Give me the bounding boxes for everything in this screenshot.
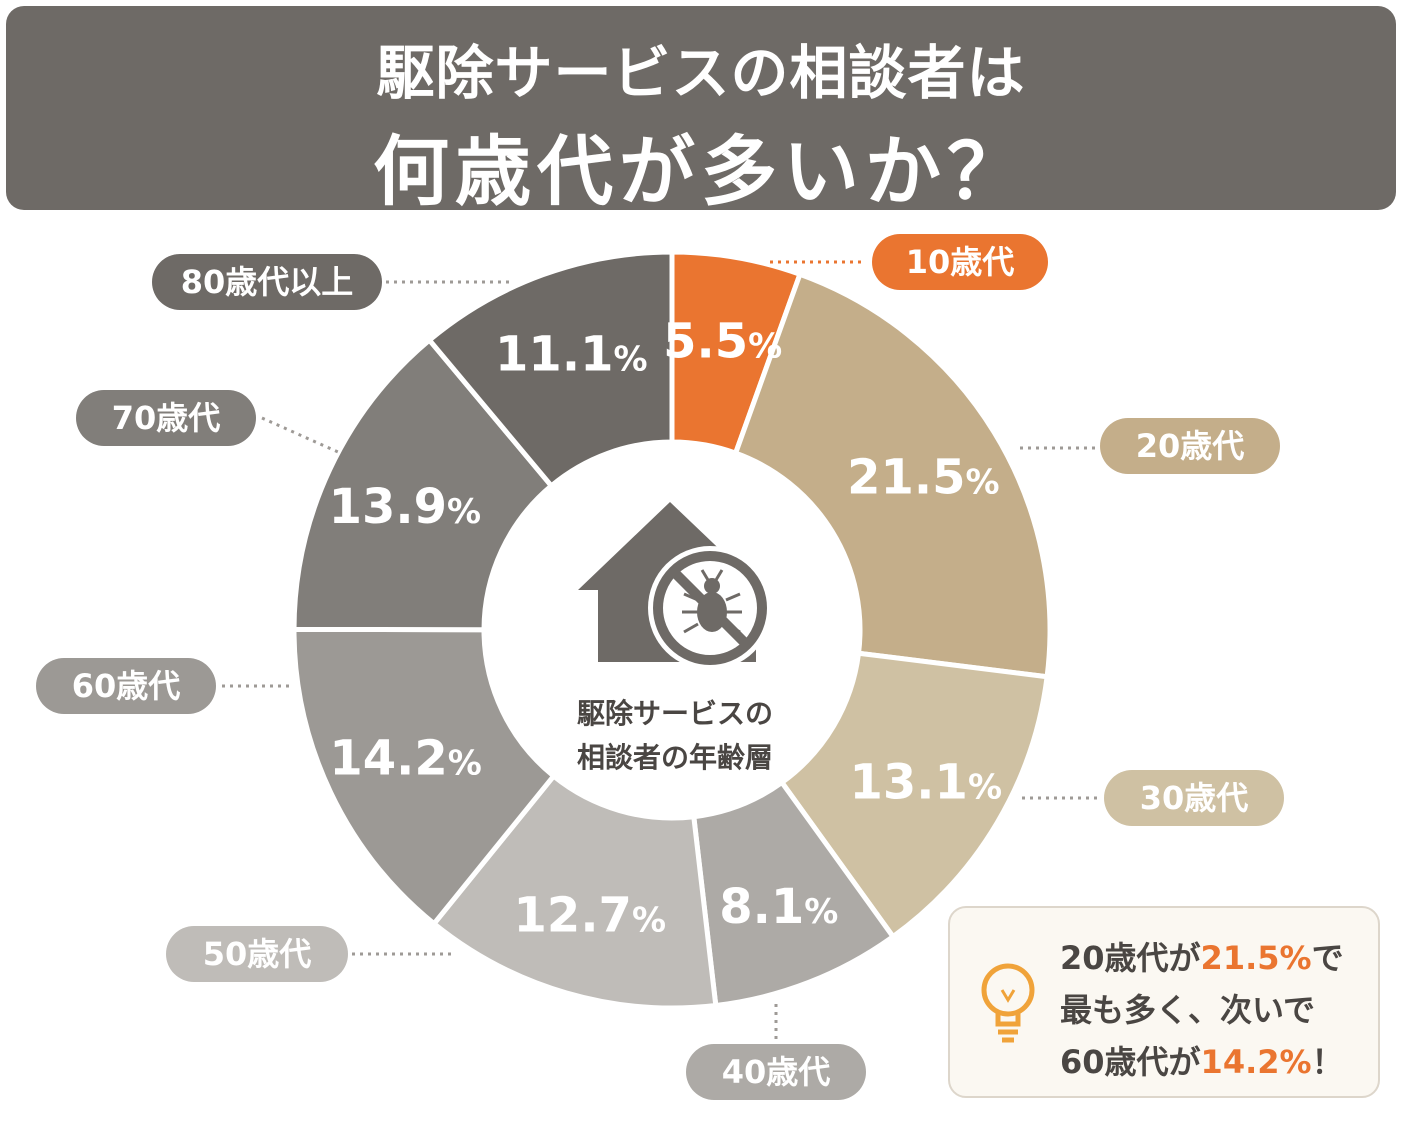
slice-5 bbox=[430, 772, 719, 1011]
slice-value-label: 13.1% bbox=[850, 754, 1003, 810]
title-line1: 駆除サービスの相談者は bbox=[376, 39, 1026, 107]
title-banner: 駆除サービスの相談者は 何歳代が多いか？ bbox=[6, 6, 1396, 216]
category-label-5: 50歳代 bbox=[166, 926, 348, 982]
slice-value-label: 21.5% bbox=[847, 450, 1000, 506]
center-label-line1: 駆除サービスの bbox=[576, 697, 773, 730]
slice-6 bbox=[291, 626, 558, 928]
leader-line bbox=[261, 416, 339, 454]
slice-value-label: 13.9% bbox=[329, 479, 482, 535]
slice-3 bbox=[778, 650, 1050, 941]
slice-value-label: 8.1% bbox=[719, 879, 838, 935]
title-line2: 何歳代が多いか？ bbox=[373, 127, 1029, 216]
callout-line2: 最も多く、次いで bbox=[1060, 991, 1316, 1029]
lightbulb-icon bbox=[981, 963, 1035, 1043]
center-label-line2: 相談者の年齢層 bbox=[576, 741, 773, 774]
callout-highlight-value: 14.2% bbox=[1200, 1043, 1312, 1081]
slice-2 bbox=[732, 271, 1053, 680]
category-label-1: 10歳代 bbox=[872, 234, 1048, 290]
category-label-7: 70歳代 bbox=[76, 390, 256, 446]
callout-highlight-value: 21.5% bbox=[1200, 939, 1312, 977]
slice-value-label: 14.2% bbox=[329, 731, 482, 787]
slice-value-label: 11.1% bbox=[495, 327, 648, 383]
category-label-2: 20歳代 bbox=[1100, 418, 1280, 474]
category-label-6: 60歳代 bbox=[36, 658, 216, 714]
slice-8 bbox=[425, 249, 675, 490]
category-label-3: 30歳代 bbox=[1104, 770, 1284, 826]
slice-value-label: 12.7% bbox=[514, 887, 667, 943]
callout-text: 20歳代が21.5%で 最も多く、次いで 60歳代が14.2%！ bbox=[1060, 932, 1344, 1088]
callout-line1: 20歳代が21.5%で bbox=[1060, 939, 1344, 977]
category-label-8: 80歳代以上 bbox=[152, 254, 382, 310]
slice-value-label: 5.5% bbox=[663, 313, 782, 369]
center-label: 駆除サービスの 相談者の年齢層 bbox=[520, 692, 830, 780]
callout-box: 20歳代が21.5%で 最も多く、次いで 60歳代が14.2%！ bbox=[948, 906, 1380, 1098]
category-label-4: 40歳代 bbox=[686, 1044, 866, 1100]
house-pest-icon bbox=[578, 502, 772, 670]
callout-line3: 60歳代が14.2%！ bbox=[1060, 1043, 1344, 1081]
